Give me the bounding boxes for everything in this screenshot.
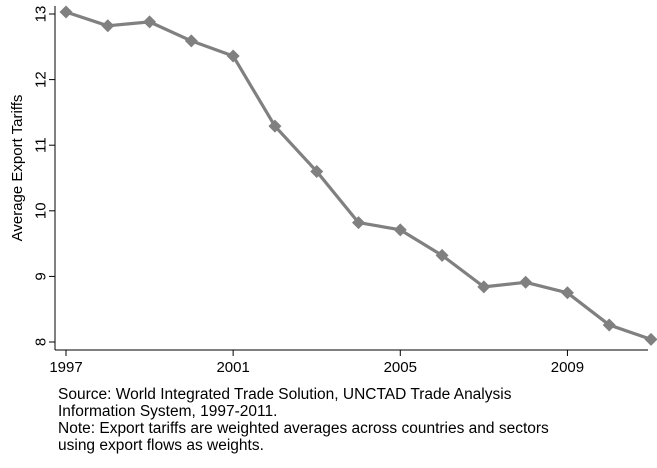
data-point — [352, 216, 365, 230]
data-point — [602, 318, 616, 332]
data-point — [435, 248, 449, 262]
data-point — [310, 164, 324, 178]
data-point — [644, 332, 657, 346]
footnote: Note: Export tariffs are weighted averag… — [58, 420, 549, 454]
x-axis-ticks: 1997 2001 2005 2009 — [49, 350, 584, 376]
data-point — [519, 275, 533, 289]
data-point — [59, 5, 73, 19]
y-axis-ticks: 8 9 10 11 12 13 — [33, 6, 55, 346]
data-point — [184, 34, 198, 48]
y-tick-label: 10 — [33, 202, 50, 219]
series-line — [65, 10, 652, 341]
x-tick-label: 2001 — [216, 359, 249, 376]
data-point — [268, 119, 282, 133]
data-point — [477, 280, 491, 294]
x-tick-label: 2005 — [384, 359, 417, 376]
y-tick-label: 11 — [33, 137, 50, 153]
source-line-1: Source: World Integrated Trade Solution,… — [58, 386, 512, 403]
y-tick-label: 12 — [33, 71, 50, 88]
data-point — [393, 223, 407, 237]
note-line-1: Note: Export tariffs are weighted averag… — [58, 420, 549, 437]
data-point — [101, 19, 115, 33]
y-tick-label: 9 — [33, 272, 50, 280]
x-tick-label: 1997 — [49, 359, 82, 376]
data-point — [226, 49, 240, 63]
data-point — [560, 286, 574, 300]
source-line-2: Information System, 1997-2011. — [58, 403, 278, 420]
axes — [54, 6, 648, 351]
note-line-2: using export flows as weights. — [58, 437, 264, 454]
x-tick-label: 2009 — [551, 359, 584, 376]
data-point — [143, 15, 157, 29]
series-average-export-tariffs — [59, 5, 657, 346]
line-chart: 8 9 10 11 12 13 1997 2001 2005 2009 Average Expo… — [9, 5, 657, 376]
y-axis-label: Average Export Tariffs — [9, 95, 26, 242]
y-tick-label: 8 — [33, 338, 50, 346]
y-tick-label: 13 — [33, 6, 50, 23]
source-note: Source: World Integrated Trade Solution,… — [58, 386, 511, 420]
